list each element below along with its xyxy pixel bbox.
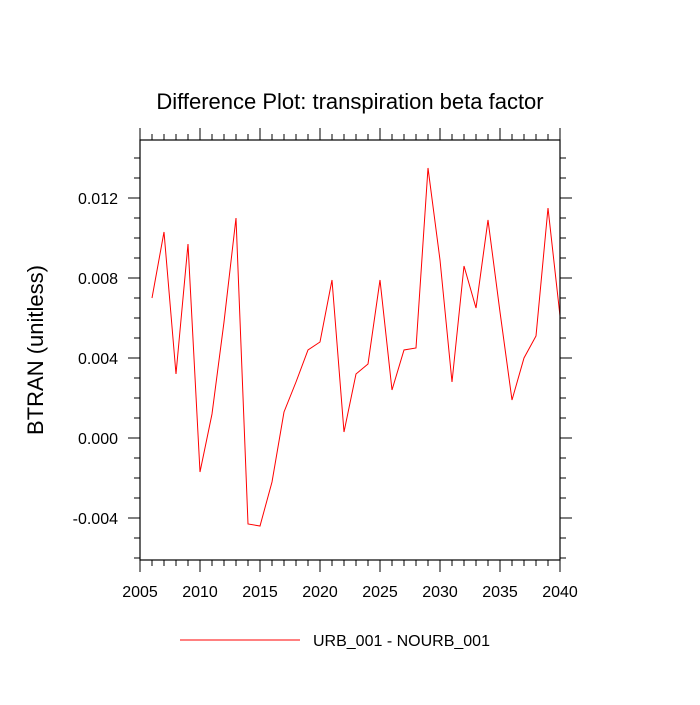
ticks-layer: 2005 2010 2015 2020 2025 2030 2035 2040 -0.004 0.… bbox=[73, 128, 578, 601]
plot-frame bbox=[139, 139, 561, 561]
x-tick-label: 2005 bbox=[122, 584, 158, 601]
chart-title: Difference Plot: transpiration beta fact… bbox=[156, 89, 543, 114]
x-tick-label: 2040 bbox=[542, 584, 578, 601]
y-tick-label: -0.004 bbox=[73, 511, 118, 528]
x-tick-label: 2015 bbox=[242, 584, 278, 601]
x-tick-label: 2030 bbox=[422, 584, 458, 601]
legend: URB_001 - NOURB_001 bbox=[180, 633, 490, 650]
series-line bbox=[151, 167, 561, 527]
y-tick-label: 0.008 bbox=[78, 271, 118, 288]
x-tick-label: 2010 bbox=[182, 584, 218, 601]
series-layer bbox=[151, 167, 561, 527]
y-tick-label: 0.000 bbox=[78, 431, 118, 448]
x-tick-label: 2020 bbox=[302, 584, 338, 601]
y-tick-label: 0.012 bbox=[78, 191, 118, 208]
x-tick-label: 2025 bbox=[362, 584, 398, 601]
x-tick-label: 2035 bbox=[482, 584, 518, 601]
legend-label: URB_001 - NOURB_001 bbox=[313, 633, 490, 650]
y-tick-label: 0.004 bbox=[78, 351, 118, 368]
y-axis-label: BTRAN (unitless) bbox=[23, 265, 48, 435]
